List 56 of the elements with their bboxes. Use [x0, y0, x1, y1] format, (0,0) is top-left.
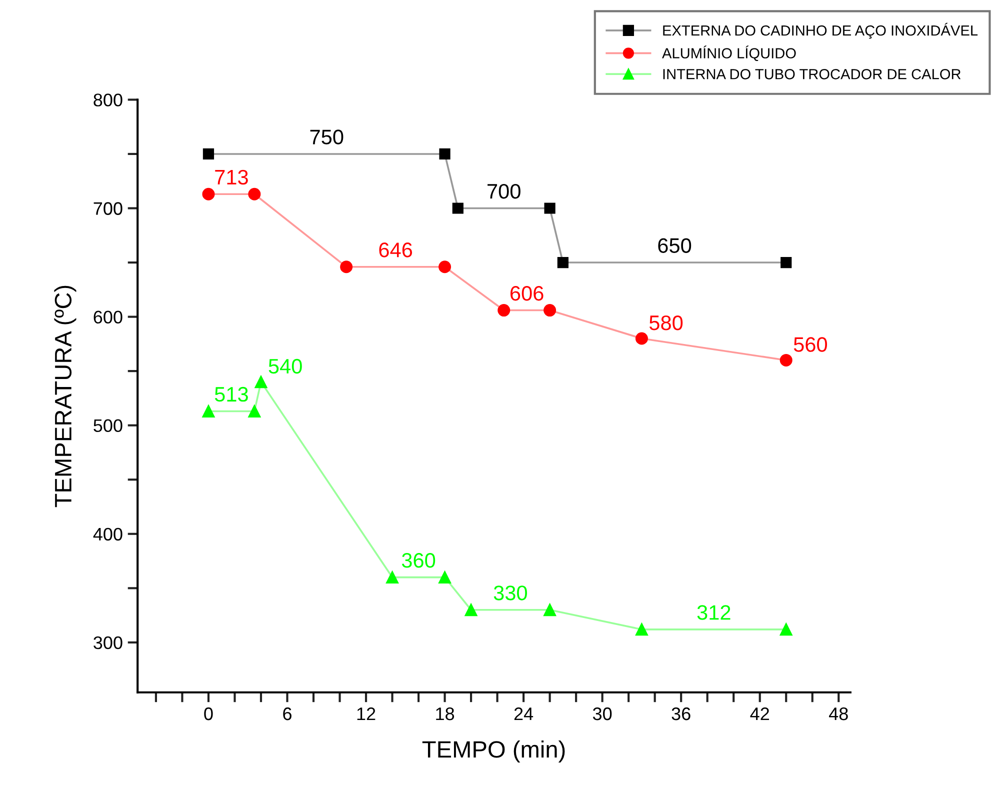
x-tick-label: 24	[514, 707, 534, 720]
x-tick-label: 48	[829, 707, 848, 720]
point	[439, 148, 450, 160]
annotation: 650	[658, 238, 692, 253]
legend-label: ALUMÍNIO LÍQUIDO	[662, 46, 796, 62]
point	[780, 623, 792, 636]
point	[248, 404, 261, 418]
x-tick-label: 42	[750, 707, 769, 720]
point	[202, 404, 215, 418]
x-tick-label: 12	[357, 707, 376, 720]
point	[438, 260, 452, 274]
point	[248, 188, 261, 200]
y-tick-label: 300	[94, 636, 122, 650]
annotation: 750	[310, 130, 344, 144]
x-tick-label: 6	[283, 707, 292, 720]
y-axis-title: TEMPERATURA (ºC)	[54, 286, 76, 508]
legend-label: EXTERNA DO CADINHO DE AÇO INOXIDÁVEL	[663, 22, 978, 39]
point	[452, 202, 464, 214]
point	[557, 256, 568, 268]
x-tick-label: 36	[672, 707, 690, 720]
point	[386, 571, 399, 584]
y-tick-label: 400	[93, 528, 122, 541]
x-tick-label: 18	[436, 707, 454, 720]
data-label: 513	[214, 386, 248, 402]
y-tick-label: 600	[94, 310, 122, 324]
data-label: 330	[494, 586, 527, 600]
point	[498, 304, 510, 317]
data-label: 360	[402, 553, 436, 568]
y-tick-label: 800	[94, 94, 122, 106]
point	[544, 604, 556, 616]
y-tick-label: 700	[94, 202, 122, 215]
point	[635, 623, 648, 636]
point	[780, 256, 792, 268]
data-label: 646	[379, 242, 412, 258]
point	[544, 202, 556, 214]
x-axis-title: TEMPO (min)	[422, 740, 565, 762]
legend-label: INTERNA DO TUBO TROCADOR DE CALOR	[663, 68, 961, 80]
point	[780, 354, 792, 366]
point	[438, 571, 452, 584]
point	[544, 304, 556, 317]
point	[202, 188, 215, 200]
y-tick-label: 500	[94, 419, 122, 432]
point	[202, 148, 214, 160]
data-label: 700	[488, 184, 520, 199]
point	[254, 376, 268, 388]
data-label: 580	[649, 315, 683, 330]
point	[340, 260, 353, 274]
data-label: 606	[510, 286, 544, 301]
point	[464, 604, 478, 616]
point	[635, 332, 648, 345]
x-tick-label: 30	[592, 707, 612, 720]
data-label: 560	[794, 337, 827, 352]
x-tick-label: 0	[204, 707, 213, 720]
data-label: 713	[215, 170, 248, 185]
annotation: 312	[697, 605, 730, 620]
data-label: 540	[268, 358, 302, 374]
